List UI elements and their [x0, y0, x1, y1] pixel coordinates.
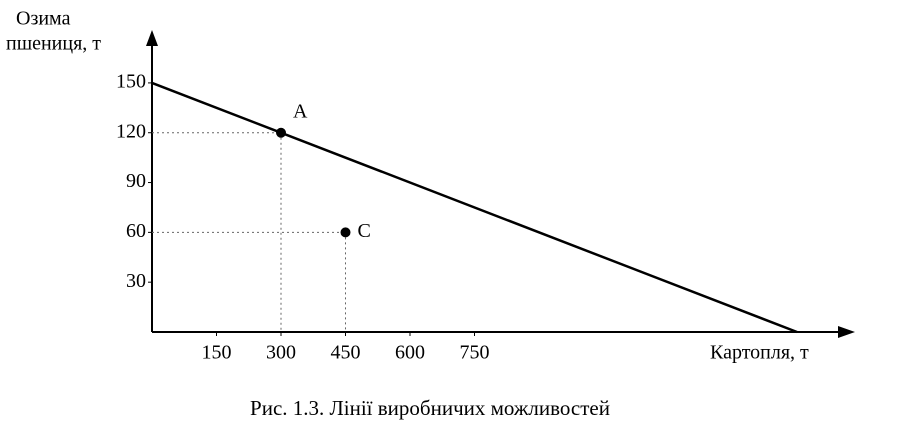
- x-tick-label: 150: [202, 342, 232, 364]
- x-tick-label: 750: [460, 342, 490, 364]
- y-arrow: [146, 30, 158, 46]
- point-label: A: [293, 100, 308, 122]
- point: [340, 227, 351, 238]
- y-axis-label: пшениця, т: [6, 33, 101, 55]
- y-tick-label: 120: [116, 120, 146, 142]
- x-arrow: [838, 326, 855, 338]
- y-axis-label: Озима: [16, 8, 71, 30]
- x-tick-label: 300: [266, 342, 296, 364]
- caption: Рис. 1.3. Лінії виробничих можливостей: [250, 396, 610, 420]
- x-axis-label: Картопля, т: [710, 342, 809, 364]
- y-tick-label: 30: [126, 270, 146, 292]
- y-tick-label: 90: [126, 170, 146, 192]
- x-tick-label: 600: [395, 342, 425, 364]
- ppf-line: [151, 81, 798, 334]
- y-tick-label: 150: [116, 71, 146, 93]
- point-label: C: [358, 220, 371, 242]
- x-tick-label: 450: [331, 342, 361, 364]
- point: [276, 127, 286, 138]
- y-tick-label: 60: [126, 220, 146, 242]
